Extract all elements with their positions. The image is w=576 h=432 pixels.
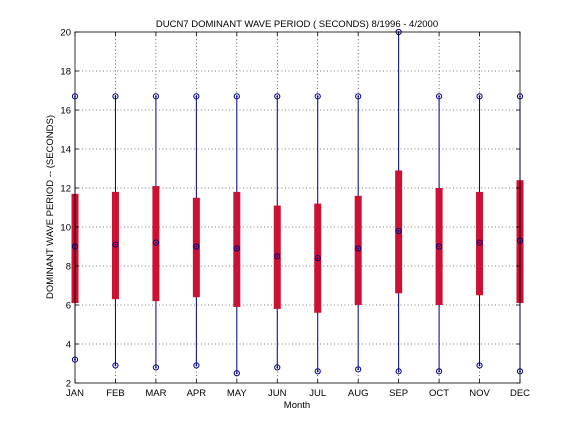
x-tick-label: MAR <box>145 388 166 399</box>
mean-marker-dot <box>478 241 481 244</box>
y-tick-label: 16 <box>60 106 71 117</box>
x-tick-label: FEB <box>106 388 124 399</box>
mean-marker-dot <box>438 245 440 248</box>
max-marker-dot <box>155 95 157 98</box>
grid-layer <box>75 32 520 383</box>
min-marker <box>476 362 483 369</box>
x-tick-label: APR <box>187 388 207 399</box>
iqr-box <box>476 191 484 296</box>
ticks-layer: 2 4 6 8 10 12 14 16 18 20 JAN FEB MAR APR MAY JUN JUL AUG… <box>60 28 530 400</box>
chart-title: DUCN7 DOMINANT WAVE PERIOD ( SECONDS) 8/… <box>156 19 438 30</box>
min-marker <box>314 368 321 375</box>
x-tick-label: AUG <box>348 388 369 399</box>
min-marker-dot <box>235 372 238 375</box>
max-marker <box>274 93 281 100</box>
min-marker <box>395 368 402 375</box>
max-marker <box>314 93 321 100</box>
min-marker-dot <box>478 364 481 367</box>
y-tick-label: 4 <box>66 340 71 351</box>
iqr-box <box>395 170 403 294</box>
mean-marker-dot <box>114 243 117 246</box>
mean-marker <box>355 245 362 252</box>
mean-marker <box>395 227 402 234</box>
min-marker <box>152 364 160 371</box>
max-marker-dot <box>195 95 198 98</box>
mean-marker-dot <box>155 241 157 244</box>
mean-marker <box>233 245 240 252</box>
y-tick-label: 10 <box>60 223 71 234</box>
x-tick-label: JUL <box>309 388 326 399</box>
iqr-box <box>354 195 362 305</box>
max-marker-dot <box>316 95 319 98</box>
min-marker <box>112 362 119 369</box>
x-tick-label: DEC <box>510 388 530 399</box>
y-tick-label: 6 <box>66 301 71 312</box>
min-marker <box>355 366 362 373</box>
mean-marker-dot <box>357 247 360 250</box>
max-marker-dot <box>478 95 481 98</box>
max-marker <box>233 93 240 100</box>
max-marker <box>435 93 443 100</box>
iqr-box <box>111 191 119 300</box>
y-tick-label: 2 <box>66 379 71 390</box>
x-tick-label: OCT <box>429 388 449 399</box>
mean-marker-dot <box>397 230 400 232</box>
mean-marker <box>152 239 160 246</box>
mean-marker <box>476 239 483 246</box>
iqr-box <box>152 186 160 302</box>
mean-marker <box>112 241 119 248</box>
y-tick-label: 8 <box>66 262 71 273</box>
max-marker-dot <box>235 95 238 98</box>
x-tick-label: NOV <box>469 388 490 399</box>
x-tick-label: SEP <box>389 388 408 399</box>
min-marker-dot <box>438 370 440 373</box>
iqr-box <box>192 197 200 298</box>
x-tick-label: MAY <box>227 388 248 399</box>
min-marker-dot <box>276 366 279 369</box>
max-marker-dot <box>438 95 440 98</box>
mean-marker <box>314 255 321 262</box>
x-axis-label: Month <box>284 400 310 411</box>
min-marker-dot <box>316 370 319 373</box>
max-marker-dot <box>357 95 360 98</box>
y-axis-label: DOMINANT WAVE PERIOD -- (SECONDS) <box>45 115 56 299</box>
mean-marker-dot <box>235 247 238 250</box>
min-marker-dot <box>195 364 198 367</box>
y-tick-label: 20 <box>60 28 71 39</box>
mean-marker <box>193 243 200 250</box>
min-marker-dot <box>114 364 117 367</box>
max-marker <box>112 93 119 100</box>
y-tick-label: 12 <box>60 184 71 195</box>
max-marker-dot <box>114 95 117 98</box>
min-marker-dot <box>357 368 360 371</box>
mean-marker-dot <box>316 257 319 260</box>
min-marker <box>233 370 240 377</box>
mean-marker <box>435 243 443 250</box>
mean-marker-dot <box>195 245 198 248</box>
min-marker <box>435 368 443 375</box>
mean-marker-dot <box>276 255 279 258</box>
min-marker <box>274 364 281 371</box>
y-tick-label: 14 <box>60 145 71 156</box>
max-marker <box>152 93 160 100</box>
iqr-box <box>233 191 241 307</box>
x-tick-label: JAN <box>66 388 84 399</box>
max-marker <box>476 93 483 100</box>
max-marker <box>193 93 200 100</box>
marks-layer <box>71 28 524 377</box>
min-marker-dot <box>155 366 157 369</box>
plot-frame <box>74 31 521 384</box>
iqr-box <box>273 205 281 309</box>
max-marker <box>355 93 362 100</box>
y-tick-label: 18 <box>60 67 71 78</box>
mean-marker <box>274 253 281 260</box>
x-tick-label: JUN <box>268 388 287 399</box>
min-marker-dot <box>397 370 400 373</box>
max-marker-dot <box>276 95 279 98</box>
min-marker <box>193 362 200 369</box>
